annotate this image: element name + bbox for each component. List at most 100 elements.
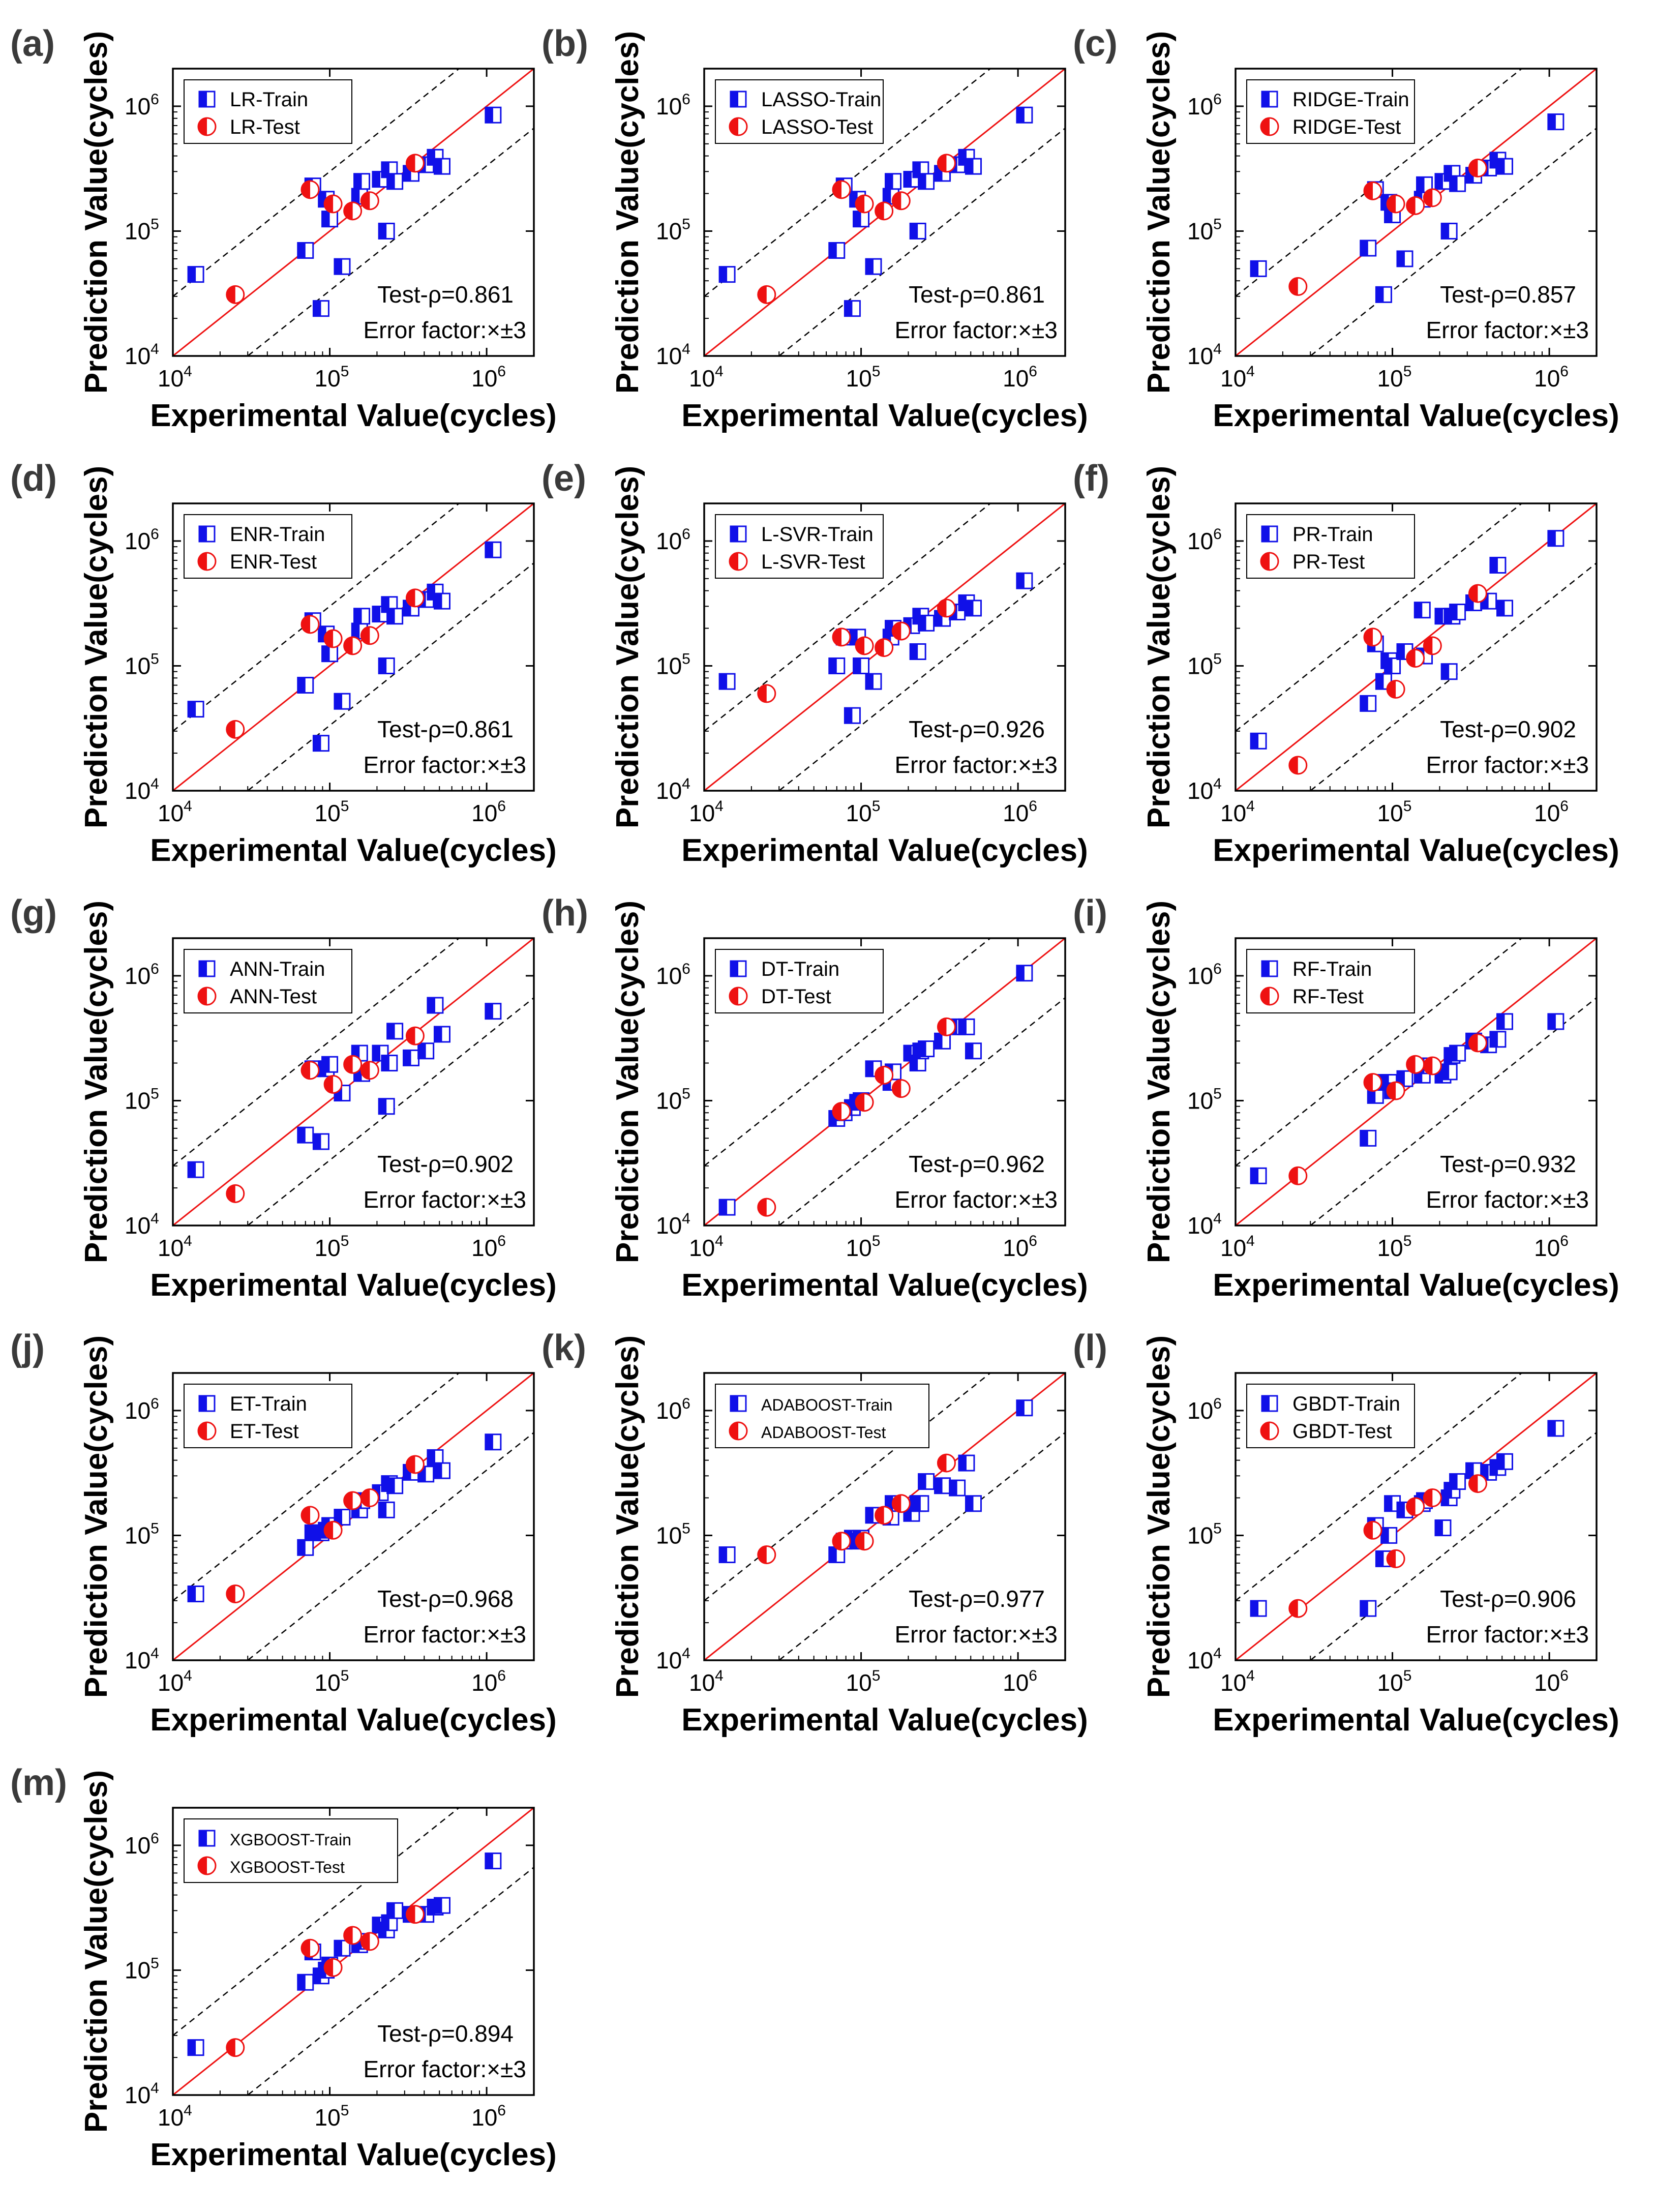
- y-tick-label: 105: [125, 1085, 159, 1114]
- legend-test-label: ENR-Test: [230, 551, 317, 573]
- plot-frame: [172, 68, 535, 357]
- train-point-fill: [305, 1525, 313, 1541]
- test-point-fill: [856, 1532, 865, 1550]
- train-point: [378, 657, 395, 674]
- train-point: [1440, 222, 1458, 240]
- test-point: [343, 201, 363, 221]
- train-point: [918, 1473, 935, 1490]
- test-point-fill: [361, 1932, 370, 1950]
- train-point-fill: [1466, 1463, 1474, 1479]
- train-point: [1360, 695, 1377, 712]
- y-tick-label: 106: [1187, 1395, 1222, 1424]
- y-axis-title: Prediction Value(cycles): [79, 1770, 114, 2133]
- test-point: [323, 1958, 343, 1977]
- upper-error-band-line: [1236, 1373, 1523, 1601]
- train-point-fill: [966, 1496, 974, 1511]
- upper-error-band-line: [704, 69, 991, 297]
- train-point-fill: [904, 171, 912, 187]
- train-point: [949, 1479, 966, 1497]
- y-tick-label: 104: [656, 1210, 690, 1239]
- train-point-fill: [379, 658, 387, 674]
- legend-train-label: DT-Train: [761, 958, 839, 980]
- test-point-fill: [1387, 680, 1396, 698]
- test-point: [1406, 1497, 1425, 1516]
- error-factor-annotation: Error factor:×±3: [363, 317, 526, 343]
- train-point-fill: [372, 1045, 380, 1061]
- train-point: [1547, 1420, 1564, 1437]
- train-point-fill: [910, 223, 918, 239]
- test-correlation-annotation: Test-ρ=0.861: [909, 281, 1045, 308]
- train-point-fill: [434, 1463, 442, 1479]
- test-correlation-annotation: Test-ρ=0.861: [377, 281, 514, 308]
- panel-label: (d): [10, 458, 57, 499]
- train-point: [934, 1477, 951, 1494]
- train-point: [1360, 1600, 1377, 1617]
- legend: GBDT-Train GBDT-Test: [1246, 1384, 1415, 1448]
- train-point-fill: [485, 1003, 493, 1019]
- train-point-fill: [387, 1903, 395, 1919]
- test-point-fill: [406, 1027, 415, 1045]
- train-point-fill: [418, 1043, 426, 1059]
- y-tick-label: 106: [125, 91, 159, 119]
- legend-test-marker-fill: [198, 1857, 207, 1874]
- test-point-fill: [758, 286, 767, 304]
- y-tick-label: 106: [125, 1830, 159, 1859]
- train-point: [378, 222, 395, 240]
- train-point-fill: [719, 266, 728, 282]
- panel-label: (i): [1073, 893, 1107, 934]
- test-point: [875, 201, 894, 221]
- test-correlation-annotation: Test-ρ=0.894: [377, 2020, 514, 2047]
- legend-test-label: GBDT-Test: [1292, 1420, 1392, 1443]
- test-point-fill: [226, 286, 235, 304]
- train-point: [1360, 240, 1377, 257]
- test-correlation-annotation: Test-ρ=0.968: [377, 1586, 514, 1612]
- lower-error-band-line: [778, 562, 1065, 791]
- test-point-fill: [892, 1494, 901, 1512]
- test-point-fill: [892, 1080, 901, 1097]
- train-point: [865, 673, 882, 690]
- y-tick-label: 104: [125, 1210, 159, 1239]
- data-points: [718, 106, 1033, 317]
- x-tick-label: 106: [1534, 798, 1569, 826]
- test-point: [405, 588, 425, 608]
- train-point-fill: [387, 173, 395, 189]
- test-point: [360, 1488, 379, 1508]
- test-point-fill: [1364, 628, 1373, 646]
- train-point-fill: [1490, 152, 1498, 168]
- train-point-fill: [322, 211, 330, 227]
- train-point-fill: [1497, 600, 1505, 616]
- test-point: [1406, 649, 1425, 668]
- test-point: [875, 638, 894, 657]
- legend: DT-Train DT-Test: [715, 949, 884, 1013]
- test-point-fill: [361, 192, 370, 210]
- y-axis-title: Prediction Value(cycles): [79, 31, 114, 394]
- test-point: [757, 285, 776, 304]
- test-point: [1363, 627, 1382, 647]
- train-point: [378, 1098, 395, 1115]
- x-tick-label: 105: [846, 1667, 881, 1696]
- legend-train-label: ET-Train: [230, 1393, 307, 1415]
- train-point-fill: [966, 159, 974, 174]
- train-point: [1547, 113, 1564, 131]
- train-point-fill: [829, 1547, 837, 1563]
- train-point-fill: [297, 1540, 306, 1556]
- test-point-fill: [1387, 1550, 1396, 1568]
- data-points: [718, 965, 1033, 1217]
- train-point: [433, 592, 450, 610]
- train-point: [965, 1495, 982, 1512]
- lower-error-band-line: [247, 1867, 534, 2095]
- upper-error-band-line: [173, 1808, 460, 2036]
- train-point: [828, 242, 846, 259]
- train-point-fill: [485, 107, 493, 123]
- test-point-fill: [344, 1056, 353, 1073]
- train-point-fill: [1016, 573, 1025, 589]
- legend-train-marker-fill: [731, 1396, 738, 1411]
- test-point-fill: [406, 1905, 415, 1923]
- train-point-fill: [1490, 557, 1498, 573]
- test-point-fill: [938, 1018, 947, 1036]
- lower-error-band-line: [778, 997, 1065, 1225]
- test-point: [226, 285, 245, 304]
- test-point-fill: [833, 1532, 842, 1550]
